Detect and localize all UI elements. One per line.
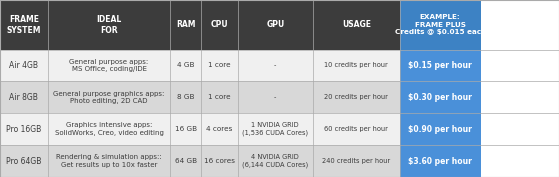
Bar <box>170 50 201 81</box>
Text: Rendering & simulation apps::
Get results up to 10x faster: Rendering & simulation apps:: Get result… <box>56 154 162 168</box>
Text: USAGE: USAGE <box>342 20 371 29</box>
Bar <box>201 50 238 81</box>
Text: 1 NVIDIA GRID
(1,536 CUDA Cores): 1 NVIDIA GRID (1,536 CUDA Cores) <box>242 122 309 136</box>
Bar <box>0 145 48 177</box>
Bar <box>201 145 238 177</box>
Bar <box>238 113 313 145</box>
Text: Air 8GB: Air 8GB <box>10 93 38 102</box>
Text: Pro 64GB: Pro 64GB <box>6 157 41 165</box>
Bar <box>201 113 238 145</box>
Text: General purpose apps:
MS Office, coding/IDE: General purpose apps: MS Office, coding/… <box>69 59 149 72</box>
Text: EXAMPLE:
FRAME PLUS
Credits @ $0.015 each: EXAMPLE: FRAME PLUS Credits @ $0.015 eac… <box>395 14 486 35</box>
Bar <box>0 50 48 81</box>
Text: 240 credits per hour: 240 credits per hour <box>323 158 390 164</box>
Text: 4 cores: 4 cores <box>206 126 233 132</box>
Bar <box>0 81 48 113</box>
Bar <box>238 81 313 113</box>
Text: General purpose graphics apps:
Photo editing, 2D CAD: General purpose graphics apps: Photo edi… <box>53 91 165 104</box>
Text: GPU: GPU <box>266 20 285 29</box>
Text: IDEAL
FOR: IDEAL FOR <box>96 15 122 35</box>
Bar <box>400 0 481 50</box>
Text: 60 credits per hour: 60 credits per hour <box>324 126 389 132</box>
Text: 1 core: 1 core <box>208 62 231 68</box>
Text: 10 credits per hour: 10 credits per hour <box>324 62 389 68</box>
Bar <box>48 50 170 81</box>
Text: 4 NVIDIA GRID
(6,144 CUDA Cores): 4 NVIDIA GRID (6,144 CUDA Cores) <box>242 154 309 168</box>
Bar <box>400 145 481 177</box>
Bar <box>48 113 170 145</box>
Bar <box>238 50 313 81</box>
Text: $3.60 per hour: $3.60 per hour <box>408 157 472 165</box>
Text: Air 4GB: Air 4GB <box>10 61 38 70</box>
Bar <box>170 113 201 145</box>
Bar <box>313 50 400 81</box>
Text: 16 GB: 16 GB <box>175 126 197 132</box>
Text: 16 cores: 16 cores <box>204 158 235 164</box>
Text: 4 GB: 4 GB <box>177 62 195 68</box>
Text: $0.30 per hour: $0.30 per hour <box>408 93 472 102</box>
Bar <box>170 145 201 177</box>
Text: 20 credits per hour: 20 credits per hour <box>324 94 389 100</box>
Text: Pro 16GB: Pro 16GB <box>6 125 41 134</box>
Bar <box>201 0 238 50</box>
Text: -: - <box>274 62 277 68</box>
Bar <box>0 0 48 50</box>
Bar <box>400 50 481 81</box>
Bar <box>238 145 313 177</box>
Text: CPU: CPU <box>211 20 228 29</box>
Text: 64 GB: 64 GB <box>175 158 197 164</box>
Bar <box>400 81 481 113</box>
Text: -: - <box>274 94 277 100</box>
Bar <box>48 145 170 177</box>
Text: $0.15 per hour: $0.15 per hour <box>408 61 472 70</box>
Bar <box>238 0 313 50</box>
Bar <box>313 81 400 113</box>
Text: 8 GB: 8 GB <box>177 94 195 100</box>
Bar <box>170 81 201 113</box>
Bar <box>313 0 400 50</box>
Bar <box>313 145 400 177</box>
Text: $0.90 per hour: $0.90 per hour <box>408 125 472 134</box>
Bar <box>48 0 170 50</box>
Bar <box>313 113 400 145</box>
Bar <box>400 113 481 145</box>
Bar <box>0 113 48 145</box>
Text: RAM: RAM <box>176 20 196 29</box>
Bar <box>201 81 238 113</box>
Text: 1 core: 1 core <box>208 94 231 100</box>
Text: FRAME
SYSTEM: FRAME SYSTEM <box>7 15 41 35</box>
Text: Graphics intensive apps:
SolidWorks, Creo, video editing: Graphics intensive apps: SolidWorks, Cre… <box>55 122 163 136</box>
Bar <box>170 0 201 50</box>
Bar <box>48 81 170 113</box>
